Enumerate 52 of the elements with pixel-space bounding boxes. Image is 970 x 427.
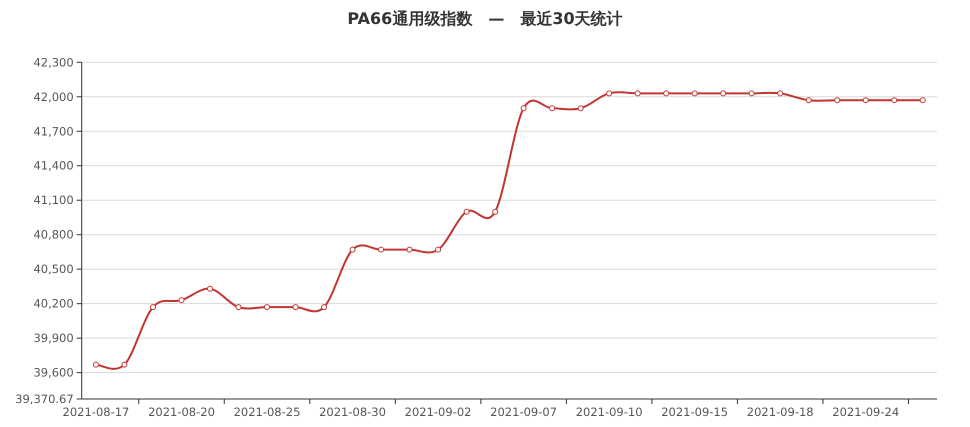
point [834, 97, 840, 104]
point [121, 362, 128, 368]
y-tick-label: 40,200 [33, 296, 74, 311]
point [464, 208, 470, 215]
point [435, 246, 442, 253]
y-tick-label: 41,700 [33, 124, 74, 138]
chart-title: PA66通用级指数 — 最近30天统计 [347, 9, 623, 28]
point [806, 97, 812, 104]
y-tick-label: 39,900 [33, 331, 74, 346]
x-tick-label: 2021-08-25 [234, 405, 300, 419]
x-tick-label: 2021-09-07 [490, 405, 558, 419]
point [206, 286, 213, 292]
point [891, 97, 898, 104]
y-tick-label: 40,500 [33, 262, 74, 276]
point [492, 208, 498, 215]
point [292, 304, 299, 310]
point [692, 90, 698, 96]
point [549, 105, 556, 112]
point [378, 246, 384, 253]
point [862, 97, 869, 104]
x-tick-label: 2021-09-18 [746, 405, 814, 419]
point [520, 105, 527, 112]
point [777, 90, 784, 96]
point [92, 362, 99, 368]
y-tick-label: 39,600 [33, 366, 74, 380]
point [321, 304, 328, 310]
x-tick-label: 2021-08-17 [62, 405, 130, 419]
x-tick-label: 2021-08-20 [148, 405, 215, 419]
y-tick-label: 41,100 [33, 193, 74, 208]
y-tick-label: 39,370.67 [15, 392, 74, 406]
x-tick-label: 2021-08-30 [319, 405, 386, 419]
x-tick-label: 2021-09-24 [832, 405, 900, 419]
point [578, 105, 584, 112]
y-tick-label: 41,400 [33, 158, 74, 173]
x-tick-label: 2021-09-10 [576, 405, 643, 419]
point [264, 304, 270, 310]
point [634, 90, 641, 96]
point [663, 90, 670, 96]
x-tick-label: 2021-09-15 [661, 405, 728, 419]
point [606, 90, 612, 96]
point [748, 90, 755, 96]
point [178, 297, 184, 304]
y-tick-label: 42,300 [33, 55, 74, 70]
point [920, 97, 926, 104]
y-tick-label: 42,000 [33, 90, 74, 104]
point [236, 304, 242, 310]
x-tick-label: 2021-09-02 [404, 405, 472, 419]
point [406, 246, 413, 253]
point [150, 304, 156, 310]
point [720, 90, 726, 96]
y-tick-label: 40,800 [33, 228, 74, 242]
point [350, 246, 356, 253]
